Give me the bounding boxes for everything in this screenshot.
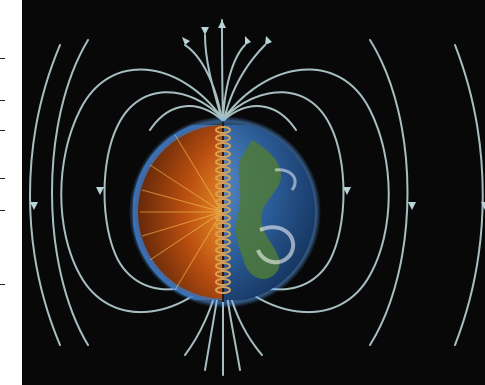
field-line-outer-right xyxy=(369,39,409,346)
dynamo-coil-icon xyxy=(215,126,231,294)
field-line-loop-left-1 xyxy=(60,68,223,314)
field-arrow-icon xyxy=(245,36,251,45)
margin-tick xyxy=(0,100,5,101)
field-lines xyxy=(29,19,484,376)
field-arrow-icon xyxy=(218,20,226,28)
margin-tick xyxy=(0,284,5,285)
cloud-swirl xyxy=(274,168,297,191)
field-line-loop-right-1 xyxy=(223,68,390,314)
field-line-loop-right-2 xyxy=(223,91,345,291)
continent-shape xyxy=(235,140,281,280)
margin-tick xyxy=(0,210,5,211)
field-arrow-icon xyxy=(481,202,485,210)
margin-tick xyxy=(0,178,5,179)
field-arrow-icon xyxy=(201,27,209,35)
field-line-loop-left-3 xyxy=(149,105,223,131)
field-arrow-icon xyxy=(96,187,104,195)
cloud-swirl xyxy=(256,225,296,265)
margin-tick xyxy=(0,58,5,59)
field-line-far-right xyxy=(454,44,484,346)
field-arrow-icon xyxy=(30,202,38,210)
field-line-top-4 xyxy=(223,44,266,121)
field-line-top-5 xyxy=(221,19,224,121)
field-line-top-3 xyxy=(204,34,223,121)
field-arrow-icon xyxy=(408,202,416,210)
field-arrow-icon xyxy=(182,37,190,45)
field-arrows xyxy=(30,20,485,210)
field-line-far-left xyxy=(29,44,61,346)
field-line-loop-right-3 xyxy=(223,105,297,131)
field-line-loop-left-2 xyxy=(103,91,223,291)
field-line-outer-left xyxy=(51,39,89,346)
margin-tick xyxy=(0,130,5,131)
field-arrow-icon xyxy=(343,187,351,195)
field-line-top-2 xyxy=(222,44,246,121)
field-arrow-icon xyxy=(265,36,272,45)
